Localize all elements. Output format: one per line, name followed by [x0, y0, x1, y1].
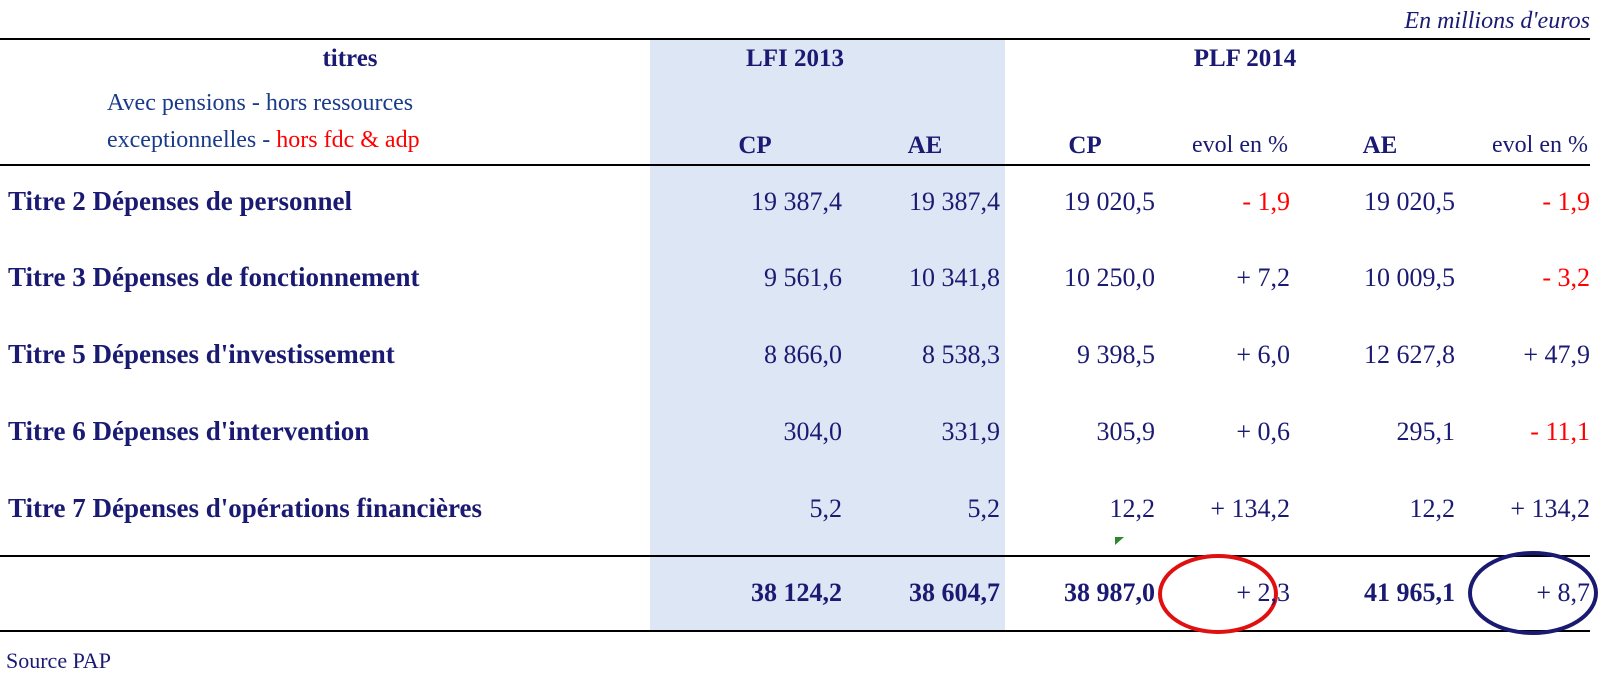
- cell: 5,2: [809, 494, 843, 523]
- total-cell: + 2,3: [1236, 578, 1290, 607]
- cell: 305,9: [1096, 417, 1156, 446]
- row-label: Titre 6 Dépenses d'intervention: [8, 416, 370, 446]
- rule: [0, 555, 1590, 557]
- cell: 10 009,5: [1364, 263, 1455, 292]
- total-cell: + 8,7: [1536, 578, 1590, 607]
- rule: [0, 164, 1590, 166]
- column-header: AE: [1362, 132, 1398, 159]
- column-header: AE: [907, 132, 943, 159]
- cell: 9 561,6: [764, 263, 842, 292]
- column-header: titres: [322, 45, 378, 72]
- row-label: Titre 7 Dépenses d'opérations financière…: [8, 493, 482, 523]
- highlight-band: [650, 38, 1005, 631]
- cell: + 6,0: [1236, 340, 1290, 369]
- rule: [0, 38, 1590, 40]
- cell: + 0,6: [1236, 417, 1290, 446]
- cell: 19 020,5: [1364, 187, 1455, 216]
- cell: 304,0: [783, 417, 843, 446]
- cell: 12 627,8: [1364, 340, 1455, 369]
- source: Source PAP: [6, 648, 111, 673]
- column-header: evol en %: [1192, 132, 1288, 158]
- total-cell: 38 987,0: [1064, 578, 1155, 607]
- subtitle-text: exceptionnelles -: [107, 127, 271, 153]
- cell: + 134,2: [1510, 494, 1590, 523]
- cell: - 1,9: [1242, 187, 1290, 216]
- cell: - 11,1: [1530, 417, 1590, 446]
- cell: - 3,2: [1542, 263, 1590, 292]
- cell-marker: [1115, 537, 1124, 545]
- column-header: evol en %: [1492, 132, 1588, 158]
- row-label: Titre 2 Dépenses de personnel: [8, 186, 352, 216]
- cell: + 47,9: [1523, 340, 1590, 369]
- cell: 12,2: [1409, 494, 1456, 523]
- column-header: CP: [1068, 132, 1102, 159]
- subtitle: Avec pensions - hors ressources: [107, 90, 414, 116]
- cell: 10 250,0: [1064, 263, 1155, 292]
- subtitle-highlight: hors fdc & adp: [276, 127, 420, 153]
- total-cell: 38 604,7: [909, 578, 1000, 607]
- cell: 19 020,5: [1064, 187, 1155, 216]
- cell: 12,2: [1109, 494, 1156, 523]
- column-header: LFI 2013: [746, 45, 844, 72]
- cell: 5,2: [967, 494, 1001, 523]
- cell: 8 538,3: [922, 340, 1000, 369]
- cell: 10 341,8: [909, 263, 1000, 292]
- unit-note: En millions d'euros: [1404, 8, 1590, 34]
- column-header: CP: [738, 132, 772, 159]
- total-cell: 38 124,2: [751, 578, 842, 607]
- cell: 19 387,4: [751, 187, 842, 216]
- cell: 331,9: [941, 417, 1001, 446]
- cell: 8 866,0: [764, 340, 842, 369]
- cell: 9 398,5: [1077, 340, 1155, 369]
- row-label: Titre 3 Dépenses de fonctionnement: [8, 262, 420, 292]
- cell: + 7,2: [1236, 263, 1290, 292]
- rule: [0, 630, 1590, 632]
- total-cell: 41 965,1: [1364, 578, 1455, 607]
- cell: 19 387,4: [909, 187, 1000, 216]
- column-header: PLF 2014: [1193, 45, 1297, 72]
- subtitle: exceptionnelles - hors fdc & adp: [107, 128, 420, 152]
- row-label: Titre 5 Dépenses d'investissement: [8, 339, 395, 369]
- cell: 295,1: [1396, 417, 1456, 446]
- cell: + 134,2: [1210, 494, 1290, 523]
- cell: - 1,9: [1542, 187, 1590, 216]
